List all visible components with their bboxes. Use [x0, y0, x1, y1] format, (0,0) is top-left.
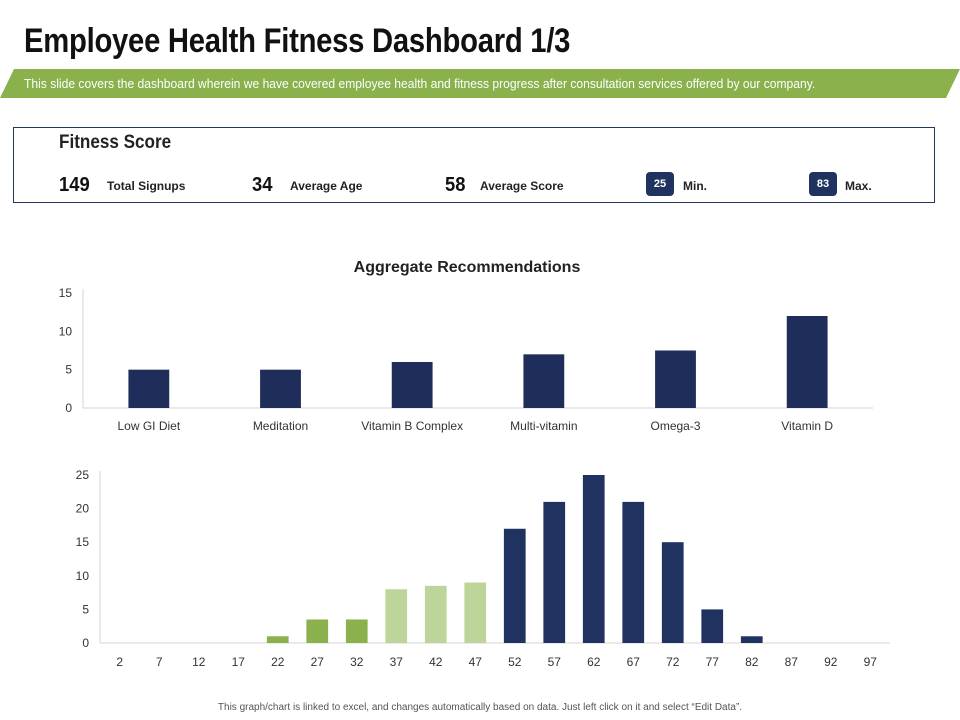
fitness-score-panel: Fitness Score 149 Total Signups 34 Avera… [13, 127, 935, 203]
subtitle-text: This slide covers the dashboard wherein … [24, 76, 816, 91]
bar-low-gi-diet [128, 369, 170, 408]
x-tick-label: Multi-vitamin [510, 419, 577, 433]
bar-meditation [260, 369, 301, 408]
y-tick-label: 15 [59, 286, 73, 300]
average-age-label: Average Age [290, 179, 363, 193]
x-tick-label: 22 [271, 655, 285, 669]
x-tick-label: Vitamin D [781, 419, 833, 433]
page-title: Employee Health Fitness Dashboard 1/3 [24, 22, 571, 60]
average-age-value: 34 [252, 174, 273, 196]
x-tick-label: 77 [706, 655, 720, 669]
bar-52 [503, 528, 526, 643]
x-tick-label: 57 [548, 655, 562, 669]
x-tick-label: 37 [390, 655, 404, 669]
x-tick-label: 62 [587, 655, 601, 669]
fitness-score-title: Fitness Score [59, 132, 172, 153]
bar-42 [424, 585, 447, 643]
bar-82 [740, 636, 763, 643]
x-tick-label: Low GI Diet [117, 419, 180, 433]
x-tick-label: 67 [627, 655, 641, 669]
footer-note: This graph/chart is linked to excel, and… [217, 702, 743, 713]
bar-32 [345, 619, 368, 643]
chart-title: Aggregate Recommendations [354, 259, 581, 276]
x-tick-label: Vitamin B Complex [361, 419, 463, 433]
min-score-badge: 25 [646, 172, 674, 196]
bar-multi-vitamin [523, 354, 565, 408]
y-tick-label: 0 [65, 401, 72, 415]
bar-37 [385, 589, 408, 643]
bar-57 [543, 501, 566, 643]
bar-67 [622, 501, 645, 643]
average-score-value: 58 [445, 174, 466, 196]
x-tick-label: 7 [156, 655, 163, 669]
x-tick-label: 87 [785, 655, 799, 669]
bar-22 [266, 636, 289, 643]
y-tick-label: 5 [82, 602, 89, 616]
y-tick-label: 25 [76, 468, 90, 482]
x-tick-label: 72 [666, 655, 680, 669]
x-tick-label: 42 [429, 655, 443, 669]
bar-47 [464, 582, 487, 643]
y-tick-label: 10 [59, 324, 73, 338]
y-tick-label: 5 [65, 363, 72, 377]
y-tick-label: 20 [76, 502, 90, 516]
y-tick-label: 10 [76, 569, 90, 583]
x-tick-label: 2 [116, 655, 123, 669]
bar-vitamin-d [786, 316, 828, 408]
average-score-label: Average Score [480, 179, 564, 193]
x-tick-label: 82 [745, 655, 759, 669]
aggregate-recommendations-chart: Aggregate Recommendations 0 5 10 15 Low GI Di… [59, 259, 873, 433]
x-tick-label: 97 [864, 655, 878, 669]
bar-77 [701, 609, 724, 643]
x-tick-label: Meditation [253, 419, 308, 433]
x-tick-label: 27 [311, 655, 325, 669]
x-tick-label: 52 [508, 655, 522, 669]
bar-62 [582, 475, 605, 643]
min-score-label: Min. [683, 179, 707, 193]
x-tick-label: Omega-3 [650, 419, 700, 433]
y-tick-label: 0 [82, 636, 89, 650]
total-signups-value: 149 [59, 174, 90, 196]
x-tick-label: 17 [232, 655, 246, 669]
bar-72 [661, 542, 684, 643]
total-signups-label: Total Signups [107, 179, 186, 193]
max-score-badge: 83 [809, 172, 837, 196]
bar-omega-3 [655, 350, 696, 408]
x-tick-label: 47 [469, 655, 483, 669]
x-tick-label: 12 [192, 655, 206, 669]
subtitle-banner: This slide covers the dashboard wherein … [0, 69, 960, 98]
x-tick-label: 32 [350, 655, 364, 669]
max-score-label: Max. [845, 179, 872, 193]
x-tick-label: 92 [824, 655, 838, 669]
bar-vitamin-b-complex [391, 362, 433, 408]
y-tick-label: 15 [76, 535, 90, 549]
bar-27 [306, 619, 329, 643]
